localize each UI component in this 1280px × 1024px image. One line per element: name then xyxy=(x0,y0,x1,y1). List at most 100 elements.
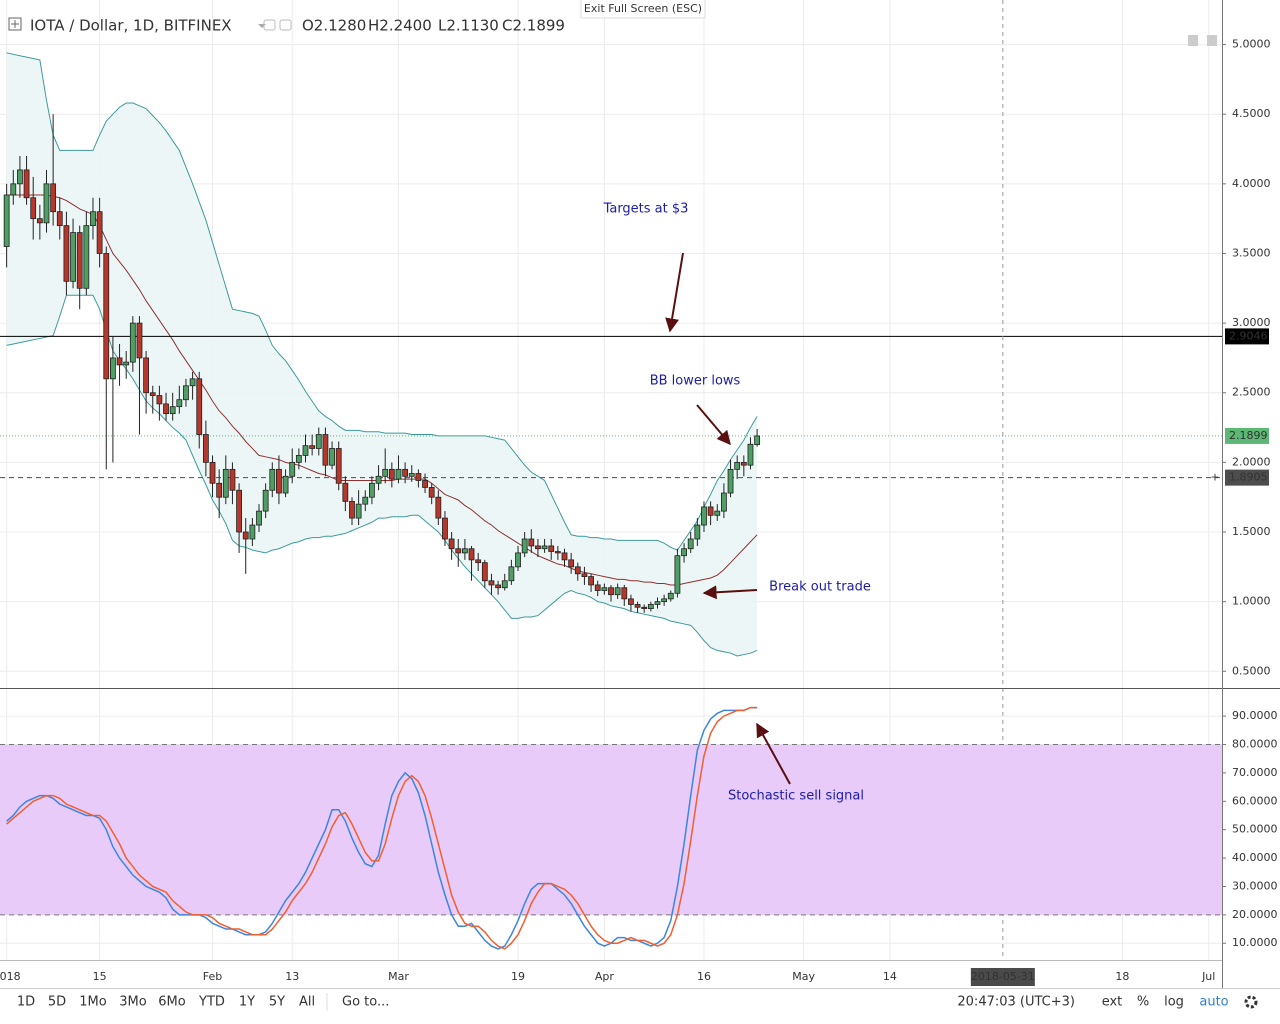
symbol-icon[interactable] xyxy=(8,17,22,31)
y-tick-label: 4.0000 xyxy=(1232,177,1271,190)
x-tick-label: 2018 xyxy=(0,970,21,983)
toolbar: 1D 5D 1Mo 3Mo 6Mo YTD 1Y 5Y All Go to... 20:47:03 … xyxy=(17,993,1229,1011)
candle-body xyxy=(601,587,608,591)
range-button[interactable]: 1D xyxy=(17,995,35,1010)
y-tick-label: 2.0000 xyxy=(1232,455,1271,468)
candle-body xyxy=(309,445,316,449)
scale-option[interactable]: log xyxy=(1164,995,1184,1010)
pane-button[interactable] xyxy=(1188,35,1198,46)
y-tick-label: 5.0000 xyxy=(1232,38,1271,51)
stochastic-line xyxy=(6,706,758,950)
candle-body xyxy=(335,448,342,484)
candle-body xyxy=(355,503,362,519)
candle-body xyxy=(508,566,515,582)
candle-body xyxy=(402,468,409,477)
price-label: 2.9046 xyxy=(1229,329,1268,342)
y-tick-label: 30.0000 xyxy=(1232,879,1278,892)
scale-option[interactable]: % xyxy=(1137,995,1149,1010)
bollinger-line xyxy=(6,52,758,551)
candle-body xyxy=(269,468,276,491)
settings-icon[interactable] xyxy=(279,19,292,31)
candle-body xyxy=(667,592,674,600)
range-button[interactable]: 5Y xyxy=(269,995,285,1010)
candle-body xyxy=(754,435,761,445)
range-button[interactable]: 3Mo xyxy=(119,995,146,1010)
range-button[interactable]: All xyxy=(299,995,315,1010)
settings-icon[interactable] xyxy=(263,19,276,31)
y-tick-label: 3.0000 xyxy=(1232,316,1271,329)
x-tick-label: Mar xyxy=(388,970,409,983)
range-button[interactable]: 5D xyxy=(48,995,66,1010)
y-tick-label: 20.0000 xyxy=(1232,908,1278,921)
y-tick-label: 1.0000 xyxy=(1232,595,1271,608)
symbol-title: IOTA / Dollar, 1D, BITFINEX xyxy=(30,17,232,35)
candle-body xyxy=(661,598,668,603)
candle-body xyxy=(628,598,634,605)
candle-body xyxy=(169,406,176,415)
candle-body xyxy=(90,211,96,227)
candle-body xyxy=(461,548,468,554)
goto-button[interactable]: Go to... xyxy=(342,995,389,1010)
candle-body xyxy=(315,434,322,449)
y-tick-label: 60.0000 xyxy=(1232,794,1278,807)
candle-body xyxy=(408,473,415,477)
price-label-box xyxy=(1225,427,1269,444)
candle-body xyxy=(289,461,296,477)
candle-body xyxy=(468,548,475,561)
candle-body xyxy=(362,496,369,505)
candle-body xyxy=(382,468,389,477)
candle-body xyxy=(43,183,50,224)
y-tick-label: 70.0000 xyxy=(1232,766,1278,779)
candle-body xyxy=(415,473,422,481)
candle-body xyxy=(242,531,249,540)
candle-body xyxy=(202,434,209,463)
candle-body xyxy=(176,399,183,408)
annotation: Stochastic sell signal xyxy=(728,789,864,804)
candle-body xyxy=(56,211,63,227)
candle-body xyxy=(189,378,196,387)
range-button[interactable]: 1Mo xyxy=(79,995,106,1010)
annotation: Targets at $3 xyxy=(603,202,689,217)
plot-area xyxy=(0,0,1222,960)
candle-body xyxy=(647,604,654,610)
candle-body xyxy=(322,434,329,466)
exit-fullscreen-button[interactable] xyxy=(580,0,706,19)
candle-body xyxy=(36,218,43,224)
candle-body xyxy=(282,475,289,494)
scale-option[interactable]: auto xyxy=(1199,995,1228,1010)
settings-gear[interactable] xyxy=(1244,995,1258,1009)
candle-body xyxy=(249,524,256,540)
scale-option[interactable]: ext xyxy=(1102,995,1123,1010)
candle-body xyxy=(428,487,435,498)
candle-body xyxy=(236,489,242,533)
candle-body xyxy=(156,395,163,405)
y-tick-label: 10.0000 xyxy=(1232,936,1278,949)
candle-body xyxy=(455,548,462,554)
candle-body xyxy=(129,322,136,363)
pane-button[interactable] xyxy=(1207,35,1217,46)
annotation-arrow xyxy=(696,404,731,446)
y-tick-label: 40.0000 xyxy=(1232,851,1278,864)
range-button[interactable]: 6Mo xyxy=(158,995,185,1010)
candle-body xyxy=(96,211,103,254)
candle-body xyxy=(475,559,482,564)
x-tick-label: 18 xyxy=(1115,970,1129,983)
candle-body xyxy=(561,552,568,561)
candle-body xyxy=(422,480,428,488)
candle-body xyxy=(694,524,701,540)
annotation: BB lower lows xyxy=(650,374,741,389)
candle-body xyxy=(295,455,302,463)
candle-body xyxy=(588,576,594,586)
candle-body xyxy=(727,468,734,494)
candle-body xyxy=(621,587,628,600)
range-button[interactable]: 1Y xyxy=(239,995,255,1010)
candle-body xyxy=(594,584,601,591)
candle-body xyxy=(329,448,335,466)
candle-body xyxy=(143,357,150,394)
candle-body xyxy=(222,468,229,498)
annotation: Break out trade xyxy=(769,580,871,595)
candle-body xyxy=(554,551,561,554)
candle-body xyxy=(216,482,223,498)
candle-body xyxy=(501,580,508,589)
range-button[interactable]: YTD xyxy=(198,995,225,1010)
